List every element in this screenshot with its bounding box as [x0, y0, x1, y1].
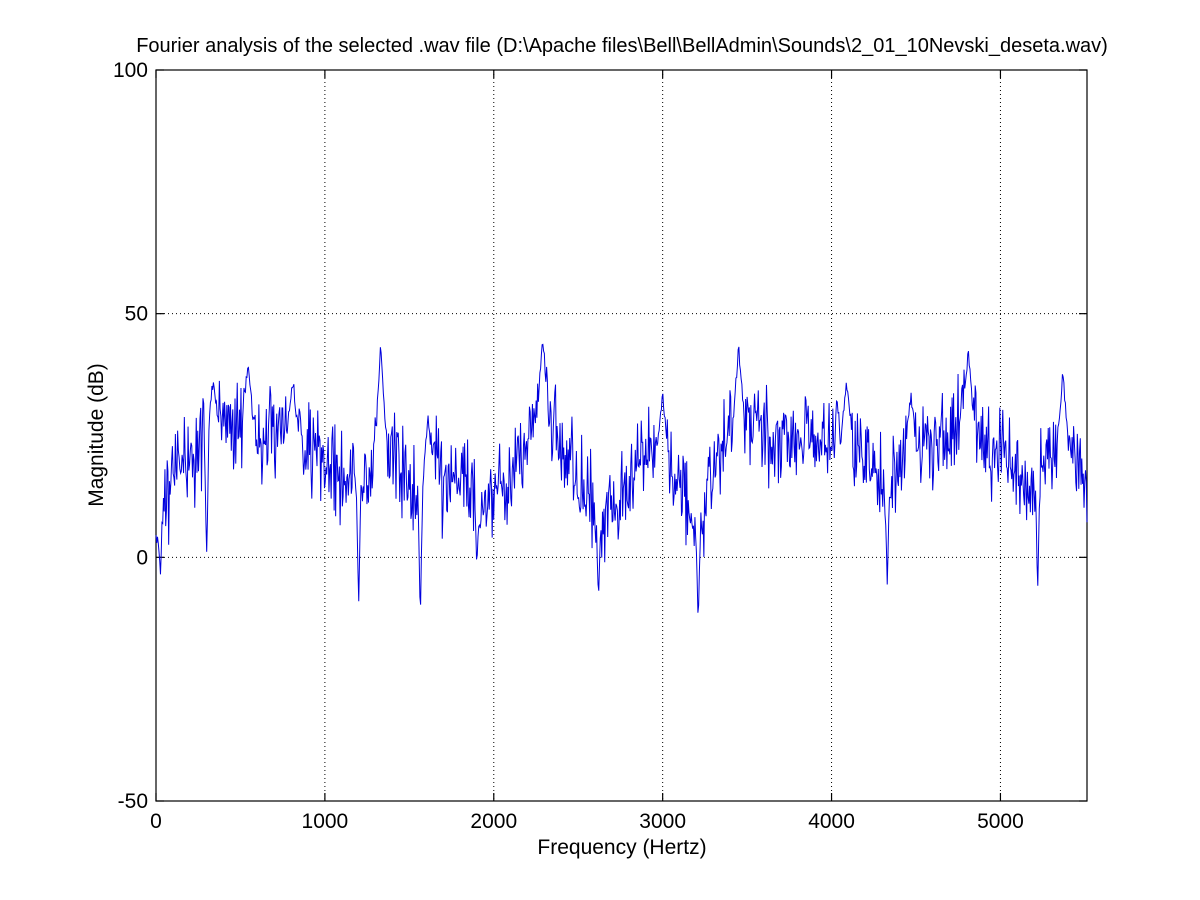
x-tick-label: 4000 [808, 810, 855, 833]
y-tick-label: 0 [136, 546, 148, 569]
x-tick-label: 0 [150, 810, 162, 833]
x-tick-label: 1000 [302, 810, 349, 833]
chart-title: Fourier analysis of the selected .wav fi… [136, 35, 1108, 57]
y-tick-label: -50 [118, 790, 148, 813]
x-tick-label: 3000 [639, 810, 686, 833]
x-tick-label: 2000 [470, 810, 517, 833]
x-tick-label: 5000 [977, 810, 1024, 833]
y-tick-label: 100 [113, 59, 148, 82]
y-tick-label: 50 [125, 303, 148, 326]
plot-box [155, 69, 1088, 802]
spectrum-line [155, 343, 1088, 613]
x-axis-label: Frequency (Hertz) [537, 836, 707, 859]
